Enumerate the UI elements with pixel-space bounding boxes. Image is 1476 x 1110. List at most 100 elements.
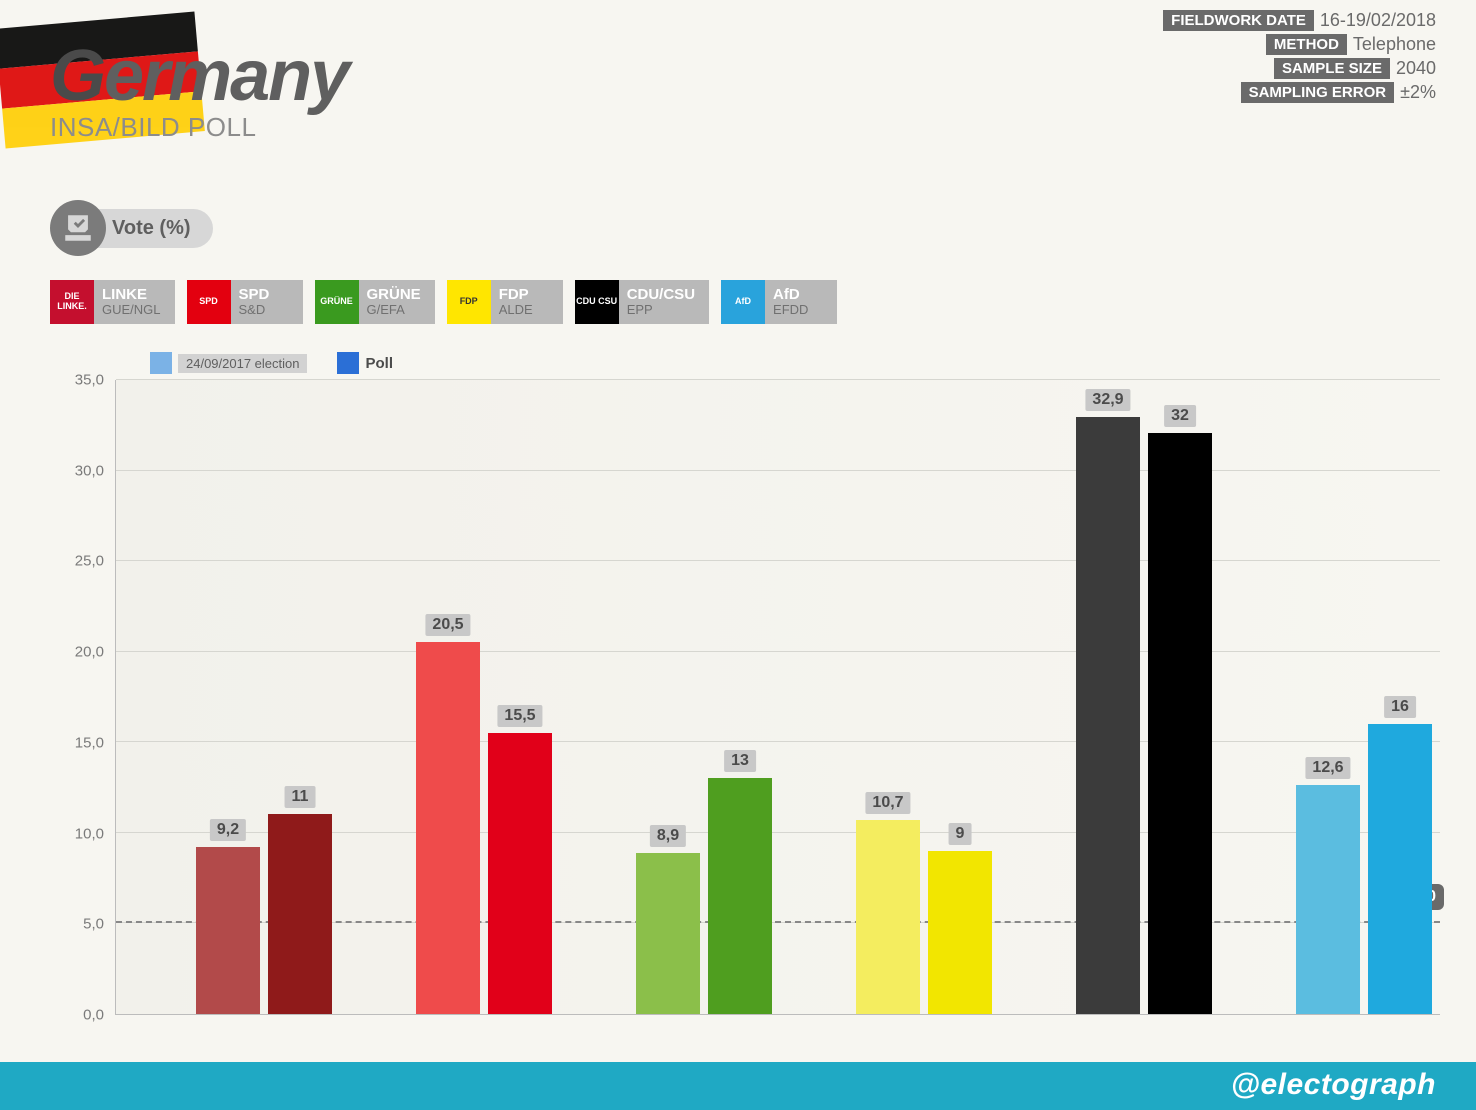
party-text: AfDEFDD: [765, 280, 837, 324]
meta-value: 2040: [1396, 58, 1436, 79]
meta-label: SAMPLE SIZE: [1274, 58, 1390, 79]
party-badge: GRÜNE: [315, 280, 359, 324]
bar-election: 20,5: [416, 642, 480, 1014]
gridline: [116, 651, 1440, 652]
party-group: G/EFA: [367, 303, 421, 317]
bar-label: 8,9: [650, 825, 686, 847]
meta-value: 16-19/02/2018: [1320, 10, 1436, 31]
page-title: Germany: [50, 35, 348, 117]
bar-poll: 9: [928, 851, 992, 1014]
party-badge-text: GRÜNE: [320, 297, 353, 307]
y-tick: 35,0: [75, 372, 104, 389]
series-label-poll: Poll: [365, 355, 393, 372]
party-name: SPD: [239, 287, 289, 304]
bar-label: 10,7: [865, 792, 910, 814]
series-item-poll: Poll: [337, 352, 393, 374]
bar-group: 8,913: [636, 778, 772, 1014]
meta-label: FIELDWORK DATE: [1163, 10, 1314, 31]
series-item-election: 24/09/2017 election: [150, 352, 307, 374]
series-swatch-poll: [337, 352, 359, 374]
y-tick: 15,0: [75, 734, 104, 751]
party-badge-text: DIE LINKE.: [50, 292, 94, 312]
bar-label: 20,5: [425, 614, 470, 636]
bar-label: 9: [949, 823, 972, 845]
bar-group: 9,211: [196, 814, 332, 1014]
bar-label: 13: [724, 750, 756, 772]
bar-election: 8,9: [636, 853, 700, 1014]
party-badge-text: SPD: [199, 297, 218, 307]
vote-pill: Vote (%): [50, 200, 213, 256]
bar-poll: 32: [1148, 433, 1212, 1014]
party-badge: FDP: [447, 280, 491, 324]
party-legend: DIE LINKE.LINKEGUE/NGLSPDSPDS&DGRÜNEGRÜN…: [50, 280, 837, 324]
party-group: EPP: [627, 303, 695, 317]
party-badge: DIE LINKE.: [50, 280, 94, 324]
party-badge: AfD: [721, 280, 765, 324]
meta-box: FIELDWORK DATE 16-19/02/2018 METHOD Telepho…: [1163, 10, 1436, 106]
bar-poll: 15,5: [488, 733, 552, 1014]
y-tick: 20,0: [75, 644, 104, 661]
party-group: S&D: [239, 303, 289, 317]
bar-group: 20,515,5: [416, 642, 552, 1014]
title-first-letter: G: [50, 36, 104, 116]
party-badge-text: FDP: [460, 297, 478, 307]
y-tick: 10,0: [75, 825, 104, 842]
meta-value: Telephone: [1353, 34, 1436, 55]
party-badge-text: AfD: [735, 297, 751, 307]
meta-row: FIELDWORK DATE 16-19/02/2018: [1163, 10, 1436, 31]
series-legend: 24/09/2017 election Poll: [150, 352, 393, 374]
bar-poll: 13: [708, 778, 772, 1014]
party-name: LINKE: [102, 287, 161, 304]
meta-label: METHOD: [1266, 34, 1347, 55]
chart: 0,05,010,015,020,025,030,035,0 5,09,2112…: [60, 380, 1440, 1045]
bar-election: 32,9: [1076, 417, 1140, 1014]
meta-row: SAMPLING ERROR±2%: [1163, 82, 1436, 103]
bar-label: 9,2: [210, 819, 246, 841]
party-text: FDPALDE: [491, 280, 563, 324]
y-tick: 30,0: [75, 462, 104, 479]
header: Germany INSA/BILD POLL: [50, 20, 348, 143]
party-item: SPDSPDS&D: [187, 280, 303, 324]
ballot-icon: [50, 200, 106, 256]
bar-group: 10,79: [856, 820, 992, 1014]
party-group: GUE/NGL: [102, 303, 161, 317]
y-axis: 0,05,010,015,020,025,030,035,0: [60, 380, 110, 1015]
party-name: CDU/CSU: [627, 287, 695, 304]
gridline: [116, 741, 1440, 742]
bar-group: 32,932: [1076, 417, 1212, 1014]
party-badge: SPD: [187, 280, 231, 324]
party-item: FDPFDPALDE: [447, 280, 563, 324]
meta-row: SAMPLE SIZE 2040: [1163, 58, 1436, 79]
bar-election: 12,6: [1296, 785, 1360, 1014]
party-group: ALDE: [499, 303, 549, 317]
party-item: GRÜNEGRÜNEG/EFA: [315, 280, 435, 324]
party-badge: CDU CSU: [575, 280, 619, 324]
bar-label: 12,6: [1305, 757, 1350, 779]
bar-election: 10,7: [856, 820, 920, 1014]
gridline: [116, 560, 1440, 561]
bar-poll: 11: [268, 814, 332, 1014]
bar-election: 9,2: [196, 847, 260, 1014]
title-wrap: Germany INSA/BILD POLL: [50, 20, 348, 143]
gridline: [116, 470, 1440, 471]
party-text: GRÜNEG/EFA: [359, 280, 435, 324]
bar-poll: 16: [1368, 724, 1432, 1014]
bar-label: 11: [285, 786, 316, 808]
party-badge-text: CDU CSU: [576, 297, 617, 307]
meta-value: ±2%: [1400, 82, 1436, 103]
series-label-election: 24/09/2017 election: [178, 354, 307, 373]
bar-label: 32: [1164, 405, 1196, 427]
party-text: LINKEGUE/NGL: [94, 280, 175, 324]
bar-label: 15,5: [497, 705, 542, 727]
plot-area: 5,09,21120,515,58,91310,7932,93212,616: [115, 380, 1440, 1015]
party-text: SPDS&D: [231, 280, 303, 324]
party-name: GRÜNE: [367, 287, 421, 304]
party-item: CDU CSUCDU/CSUEPP: [575, 280, 709, 324]
brand-handle: @electograph: [1231, 1068, 1436, 1102]
party-text: CDU/CSUEPP: [619, 280, 709, 324]
bar-label: 32,9: [1085, 389, 1130, 411]
party-name: FDP: [499, 287, 549, 304]
party-name: AfD: [773, 287, 823, 304]
title-rest: ermany: [104, 36, 348, 116]
y-tick: 25,0: [75, 553, 104, 570]
